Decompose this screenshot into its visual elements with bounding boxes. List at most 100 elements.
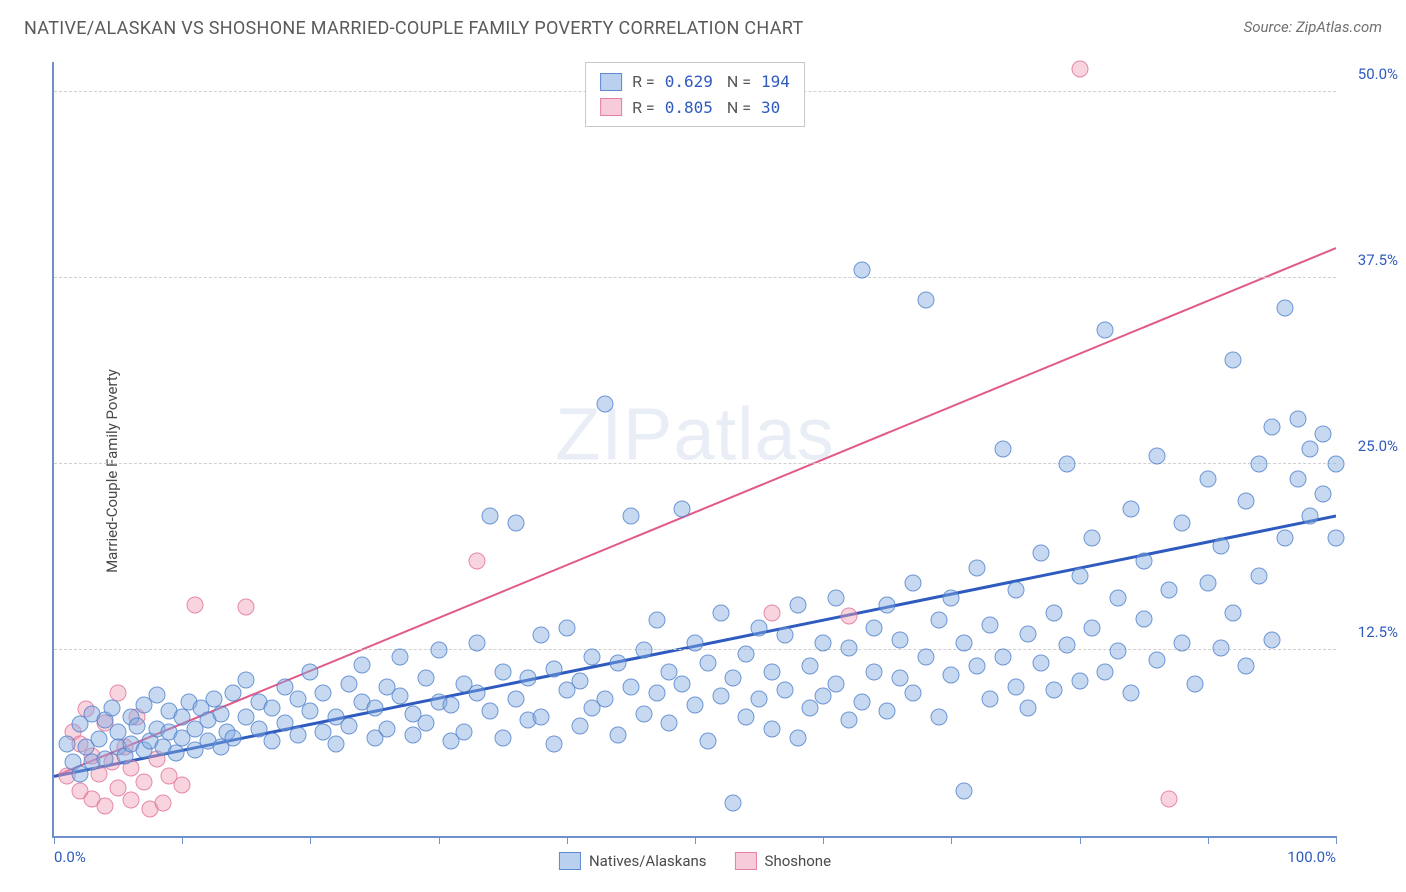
data-point-native (635, 641, 652, 658)
chart-area: Married-Couple Family Poverty ZIPatlas R… (0, 50, 1406, 892)
data-point-native (712, 604, 729, 621)
x-tick (182, 836, 183, 844)
x-tick (567, 836, 568, 844)
data-point-native (597, 691, 614, 708)
data-point-native (635, 705, 652, 722)
data-point-native (571, 717, 588, 734)
data-point-native (443, 697, 460, 714)
data-point-native (1289, 470, 1306, 487)
data-point-native (340, 676, 357, 693)
data-point-shoshone (238, 598, 255, 615)
legend-swatch (559, 852, 581, 870)
data-point-native (1058, 637, 1075, 654)
data-point-native (699, 732, 716, 749)
data-point-native (1071, 673, 1088, 690)
data-point-native (1225, 351, 1242, 368)
data-point-native (494, 664, 511, 681)
data-point-native (789, 597, 806, 614)
data-point-native (687, 634, 704, 651)
data-point-native (648, 612, 665, 629)
data-point-native (533, 627, 550, 644)
data-point-native (1186, 676, 1203, 693)
data-point-native (1007, 679, 1024, 696)
data-point-native (417, 670, 434, 687)
data-point-native (392, 649, 409, 666)
data-point-native (1110, 589, 1127, 606)
data-point-native (725, 670, 742, 687)
data-point-native (1225, 604, 1242, 621)
data-point-native (1328, 455, 1345, 472)
data-point-native (481, 507, 498, 524)
data-point-native (969, 658, 986, 675)
legend-item: Shoshone (735, 852, 832, 870)
data-point-native (610, 655, 627, 672)
correlation-legend: R = 0.629 N = 194 R = 0.805 N = 30 (585, 62, 805, 127)
data-point-native (263, 700, 280, 717)
data-point-native (1122, 685, 1139, 702)
data-point-native (1071, 567, 1088, 584)
data-point-native (763, 720, 780, 737)
x-tick (439, 836, 440, 844)
data-point-native (1276, 299, 1293, 316)
data-point-native (1276, 530, 1293, 547)
data-point-native (1058, 455, 1075, 472)
gridline-h (54, 463, 1336, 464)
data-point-native (802, 658, 819, 675)
y-tick-label: 25.0% (1342, 437, 1398, 455)
data-point-native (1199, 470, 1216, 487)
data-point-native (943, 589, 960, 606)
data-point-native (469, 685, 486, 702)
data-point-native (674, 500, 691, 517)
data-point-native (1161, 582, 1178, 599)
data-point-native (212, 705, 229, 722)
data-point-native (571, 673, 588, 690)
data-point-native (776, 682, 793, 699)
data-point-native (1212, 537, 1229, 554)
y-tick-label: 50.0% (1342, 65, 1398, 83)
x-tick-label: 100.0% (1287, 848, 1336, 866)
data-point-native (289, 726, 306, 743)
data-point-native (892, 670, 909, 687)
data-point-native (148, 686, 165, 703)
data-point-native (840, 711, 857, 728)
data-point-native (597, 396, 614, 413)
data-point-native (507, 515, 524, 532)
source-credit: Source: ZipAtlas.com (1244, 18, 1382, 36)
data-point-native (674, 676, 691, 693)
data-point-native (917, 649, 934, 666)
data-point-native (661, 714, 678, 731)
data-point-native (725, 795, 742, 812)
legend-row-blue: R = 0.629 N = 194 (600, 69, 790, 95)
data-point-native (866, 619, 883, 636)
data-point-native (1302, 507, 1319, 524)
data-point-native (225, 729, 242, 746)
data-point-shoshone (187, 597, 204, 614)
data-point-native (507, 691, 524, 708)
x-tick (951, 836, 952, 844)
data-point-native (892, 631, 909, 648)
data-point-native (1033, 545, 1050, 562)
data-point-shoshone (1071, 61, 1088, 78)
data-point-native (315, 685, 332, 702)
data-point-native (994, 649, 1011, 666)
x-tick (823, 836, 824, 844)
data-point-shoshone (763, 604, 780, 621)
data-point-native (904, 574, 921, 591)
data-point-native (1097, 664, 1114, 681)
data-point-native (340, 717, 357, 734)
data-point-native (545, 735, 562, 752)
data-point-native (1110, 643, 1127, 660)
data-point-native (738, 708, 755, 725)
data-point-shoshone (469, 552, 486, 569)
data-point-native (1174, 634, 1191, 651)
legend-item: Natives/Alaskans (559, 852, 707, 870)
data-point-native (533, 708, 550, 725)
swatch-blue (600, 73, 622, 91)
y-tick-label: 12.5% (1342, 623, 1398, 641)
chart-title: NATIVE/ALASKAN VS SHOSHONE MARRIED-COUPL… (24, 18, 804, 39)
legend-swatch (735, 852, 757, 870)
data-point-native (1020, 700, 1037, 717)
data-point-native (302, 664, 319, 681)
data-point-native (238, 671, 255, 688)
data-point-native (1199, 574, 1216, 591)
